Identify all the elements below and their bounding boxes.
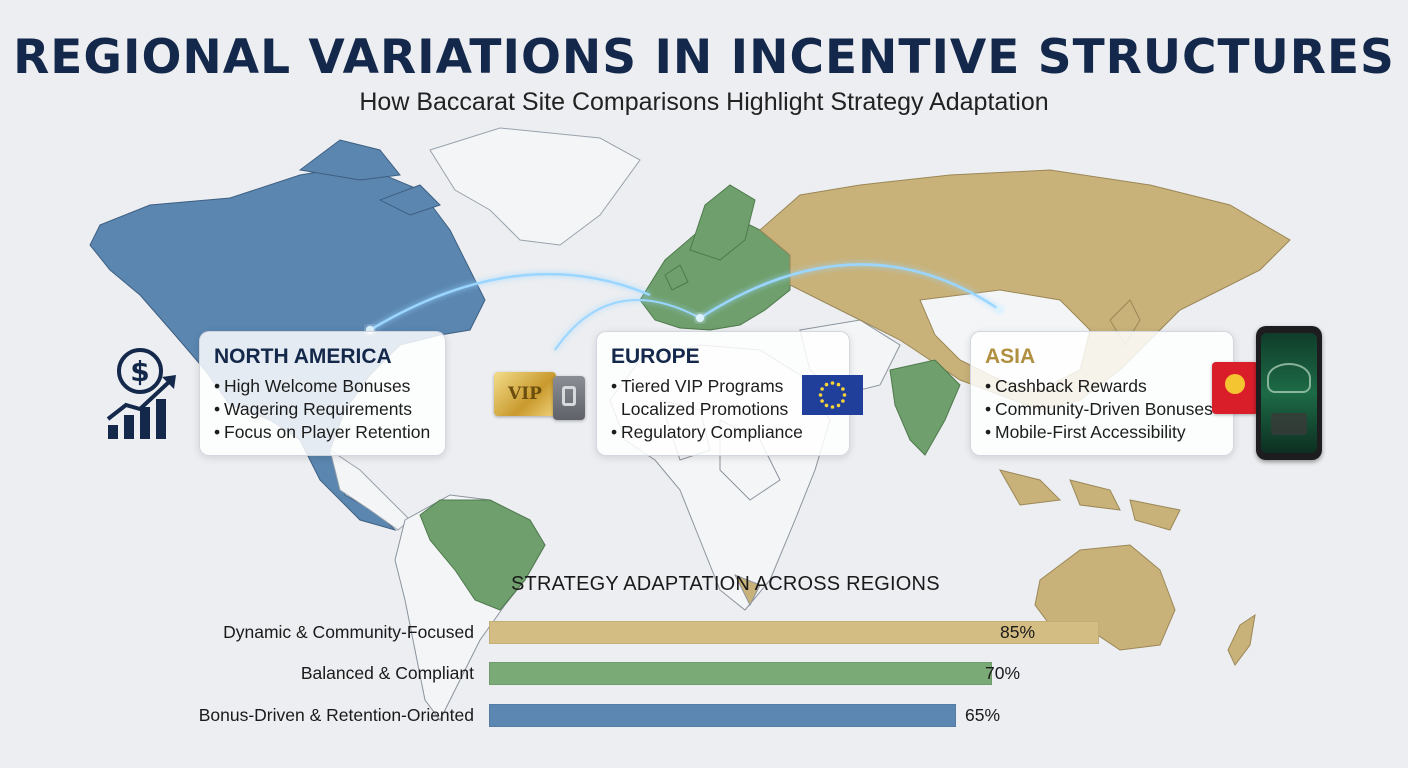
region-title: NORTH AMERICA <box>214 345 392 368</box>
bar <box>489 621 1100 644</box>
region-bullet: • Cashback Rewards <box>985 376 1147 396</box>
lock-card-icon <box>553 376 585 420</box>
bar-value-label: 65% <box>965 705 1001 725</box>
region-bullet: • Focus on Player Retention <box>214 422 431 442</box>
scandinavia-shape <box>689 184 756 261</box>
region-bullet: Localized Promotions <box>621 399 789 419</box>
mobile-baccarat-icon <box>1256 326 1322 460</box>
bar-category-label: Balanced & Compliant <box>300 663 474 683</box>
region-bullet: • Wagering Requirements <box>214 399 413 419</box>
region-title: EUROPE <box>611 345 700 368</box>
region-card-north-america: NORTH AMERICA • High Welcome Bonuses • Wag… <box>199 331 446 456</box>
region-bullet: • Mobile-First Accessibility <box>985 422 1186 442</box>
vip-card-icon: VIP <box>494 372 556 416</box>
bar-category-label: Dynamic & Community-Focused <box>223 622 474 642</box>
bar-value-label: 85% <box>1000 622 1036 642</box>
connection-arc <box>554 299 701 351</box>
page-subtitle: How Baccarat Site Comparisons Highlight … <box>359 88 1049 116</box>
india-shape <box>889 359 961 456</box>
region-card-asia: ASIA • Cashback Rewards • Community-Driven… <box>970 331 1234 456</box>
region-title: ASIA <box>985 345 1036 368</box>
region-bullet: • High Welcome Bonuses <box>214 376 411 396</box>
chart-title: STRATEGY ADAPTATION ACROSS REGIONS <box>511 573 940 595</box>
svg-text:$: $ <box>130 355 149 388</box>
connection-arc <box>699 263 1001 320</box>
greenland-shape <box>429 127 641 246</box>
region-bullet: • Community-Driven Bonuses <box>985 399 1213 419</box>
page-title: REGIONAL VARIATIONS IN INCENTIVE STRUCTU… <box>13 30 1395 85</box>
eu-flag-icon <box>802 375 863 415</box>
bar-category-label: Bonus-Driven & Retention-Oriented <box>198 705 474 725</box>
bar <box>489 662 992 685</box>
brazil-shape <box>419 499 546 611</box>
bar <box>489 704 956 727</box>
red-envelope-icon <box>1212 362 1258 414</box>
bar-value-label: 70% <box>985 663 1021 683</box>
region-bullet: • Tiered VIP Programs <box>611 376 784 396</box>
new-zealand-shape <box>1227 613 1256 666</box>
dollar-growth-chart-icon: $ <box>106 348 176 439</box>
region-bullet: • Regulatory Compliance <box>611 422 803 442</box>
connection-arc <box>369 272 651 332</box>
